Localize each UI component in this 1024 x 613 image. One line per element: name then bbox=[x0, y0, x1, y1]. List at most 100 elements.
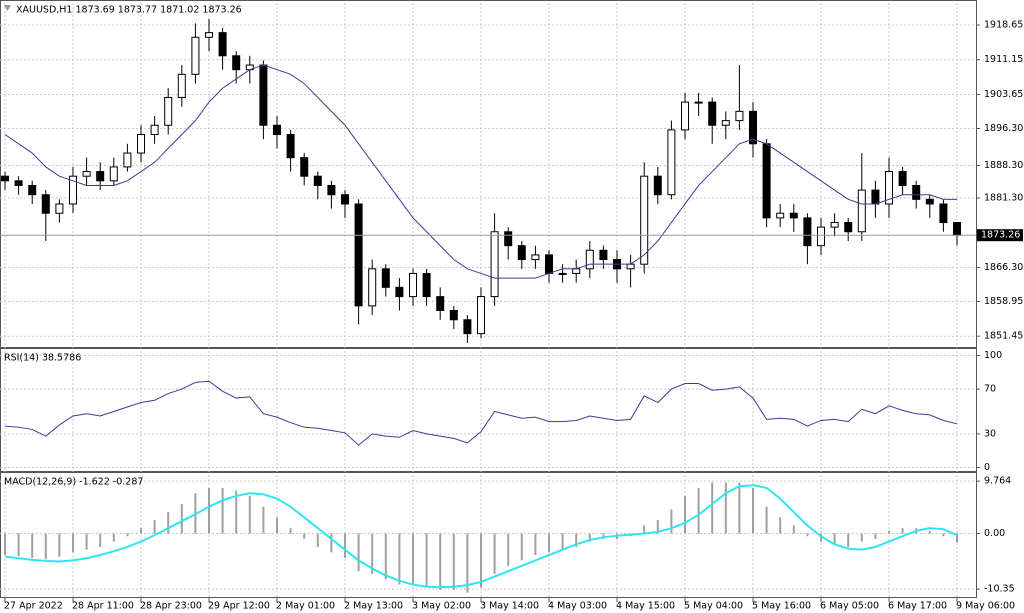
rsi-line bbox=[4, 380, 958, 446]
candle-body bbox=[708, 101, 717, 126]
x-tick-label: 28 Apr 23:00 bbox=[140, 601, 202, 612]
y-tick-label: 70 bbox=[984, 384, 996, 395]
y-tick-label: 1866.30 bbox=[984, 262, 1023, 273]
candle-body bbox=[857, 189, 866, 233]
candle-body bbox=[531, 254, 540, 261]
candle-body bbox=[626, 263, 635, 270]
candle-body bbox=[830, 222, 839, 228]
y-tick-label: 9.764 bbox=[984, 476, 1011, 487]
candle-body bbox=[681, 101, 689, 131]
panel-frame bbox=[0, 472, 977, 598]
x-tick-label: 6 May 17:00 bbox=[888, 601, 947, 612]
candle-body bbox=[232, 55, 241, 71]
candle-body bbox=[599, 249, 608, 261]
y-tick-label: 0 bbox=[984, 462, 990, 473]
candle-body bbox=[368, 268, 377, 307]
candle-body bbox=[313, 175, 322, 186]
candle-body bbox=[327, 184, 336, 196]
candle-body bbox=[449, 309, 458, 321]
y-tick-label: 1858.95 bbox=[984, 296, 1023, 307]
moving-average bbox=[4, 64, 957, 279]
y-tick-label: 100 bbox=[984, 350, 1002, 361]
signal-line bbox=[4, 484, 958, 589]
candle-body bbox=[14, 180, 23, 186]
candle-body bbox=[694, 101, 703, 104]
candle-body bbox=[354, 203, 363, 307]
candle-body bbox=[150, 124, 159, 136]
candle-body bbox=[41, 194, 50, 214]
x-tick-label: 28 Apr 11:00 bbox=[72, 601, 134, 612]
candle-body bbox=[517, 245, 526, 261]
candle-body bbox=[640, 175, 649, 265]
candle-body bbox=[545, 254, 553, 274]
candle-body bbox=[817, 226, 825, 247]
candle-body bbox=[273, 124, 281, 136]
panel-title: XAUUSD,H1 1873.69 1873.77 1871.02 1873.2… bbox=[16, 5, 242, 16]
x-tick-label: 3 May 14:00 bbox=[480, 601, 539, 612]
x-tick-label: 5 May 16:00 bbox=[752, 601, 811, 612]
candle-body bbox=[504, 231, 513, 247]
x-tick-label: 4 May 15:00 bbox=[616, 601, 675, 612]
candle-body bbox=[123, 152, 132, 168]
candle-body bbox=[749, 110, 757, 145]
candle-body bbox=[109, 166, 118, 182]
candle-body bbox=[28, 184, 37, 196]
candle-body bbox=[177, 73, 186, 98]
candle-body bbox=[912, 184, 921, 200]
candle-body bbox=[286, 134, 295, 159]
candle-body bbox=[422, 272, 431, 298]
candle-body bbox=[191, 36, 200, 75]
panel-frame bbox=[0, 348, 977, 472]
candle-body bbox=[463, 319, 472, 335]
candle-body bbox=[735, 110, 744, 122]
candle-body bbox=[436, 296, 445, 311]
candle-body bbox=[871, 189, 880, 205]
x-tick-label: 9 May 06:00 bbox=[956, 601, 1015, 612]
y-tick-label: 1888.30 bbox=[984, 160, 1023, 171]
candle-body bbox=[776, 212, 785, 219]
candle-body bbox=[82, 171, 91, 177]
y-tick-label: 0.00 bbox=[984, 528, 1005, 539]
candle-body bbox=[259, 64, 268, 126]
candle-body bbox=[898, 171, 907, 186]
candle-body bbox=[585, 249, 594, 270]
x-tick-label: 29 Apr 12:00 bbox=[208, 601, 270, 612]
panel-frame bbox=[0, 0, 977, 348]
symbol-icon bbox=[4, 5, 11, 11]
candle-body bbox=[789, 212, 798, 219]
candle-body bbox=[395, 286, 404, 298]
candle-body bbox=[477, 296, 485, 335]
price-tag-label: 1873.26 bbox=[981, 230, 1020, 241]
x-tick-label: 5 May 04:00 bbox=[684, 601, 743, 612]
candle-body bbox=[762, 143, 771, 219]
candle-body bbox=[939, 203, 948, 224]
candle-body bbox=[953, 222, 961, 236]
candle-body bbox=[381, 268, 390, 288]
candle-body bbox=[409, 272, 417, 298]
candle-body bbox=[490, 231, 499, 298]
x-tick-label: 2 May 13:00 bbox=[344, 601, 403, 612]
x-tick-label: 6 May 05:00 bbox=[820, 601, 879, 612]
candle-body bbox=[925, 198, 934, 205]
candle-body bbox=[558, 272, 567, 275]
y-tick-label: 1918.65 bbox=[984, 19, 1023, 30]
candle-body bbox=[205, 32, 213, 38]
candle-body bbox=[803, 217, 812, 247]
y-tick-label: 1903.65 bbox=[984, 89, 1023, 100]
y-tick-label: 1881.30 bbox=[984, 192, 1023, 203]
candle-body bbox=[218, 32, 227, 57]
candle-body bbox=[653, 175, 662, 196]
candle-body bbox=[1, 175, 9, 182]
candle-body bbox=[667, 129, 676, 196]
candle-body bbox=[137, 134, 145, 154]
candle-body bbox=[55, 203, 64, 214]
candle-body bbox=[721, 120, 730, 126]
panel-title: MACD(12,26,9) -1.622 -0.287 bbox=[4, 477, 143, 488]
x-tick-label: 27 Apr 2022 bbox=[4, 601, 63, 612]
candle-body bbox=[341, 194, 349, 205]
y-tick-label: 30 bbox=[984, 428, 996, 439]
y-tick-label: 1851.45 bbox=[984, 331, 1023, 342]
x-tick-label: 4 May 03:00 bbox=[548, 601, 607, 612]
y-tick-label: -10.35 bbox=[984, 584, 1015, 595]
panel-title: RSI(14) 38.5786 bbox=[4, 353, 81, 364]
